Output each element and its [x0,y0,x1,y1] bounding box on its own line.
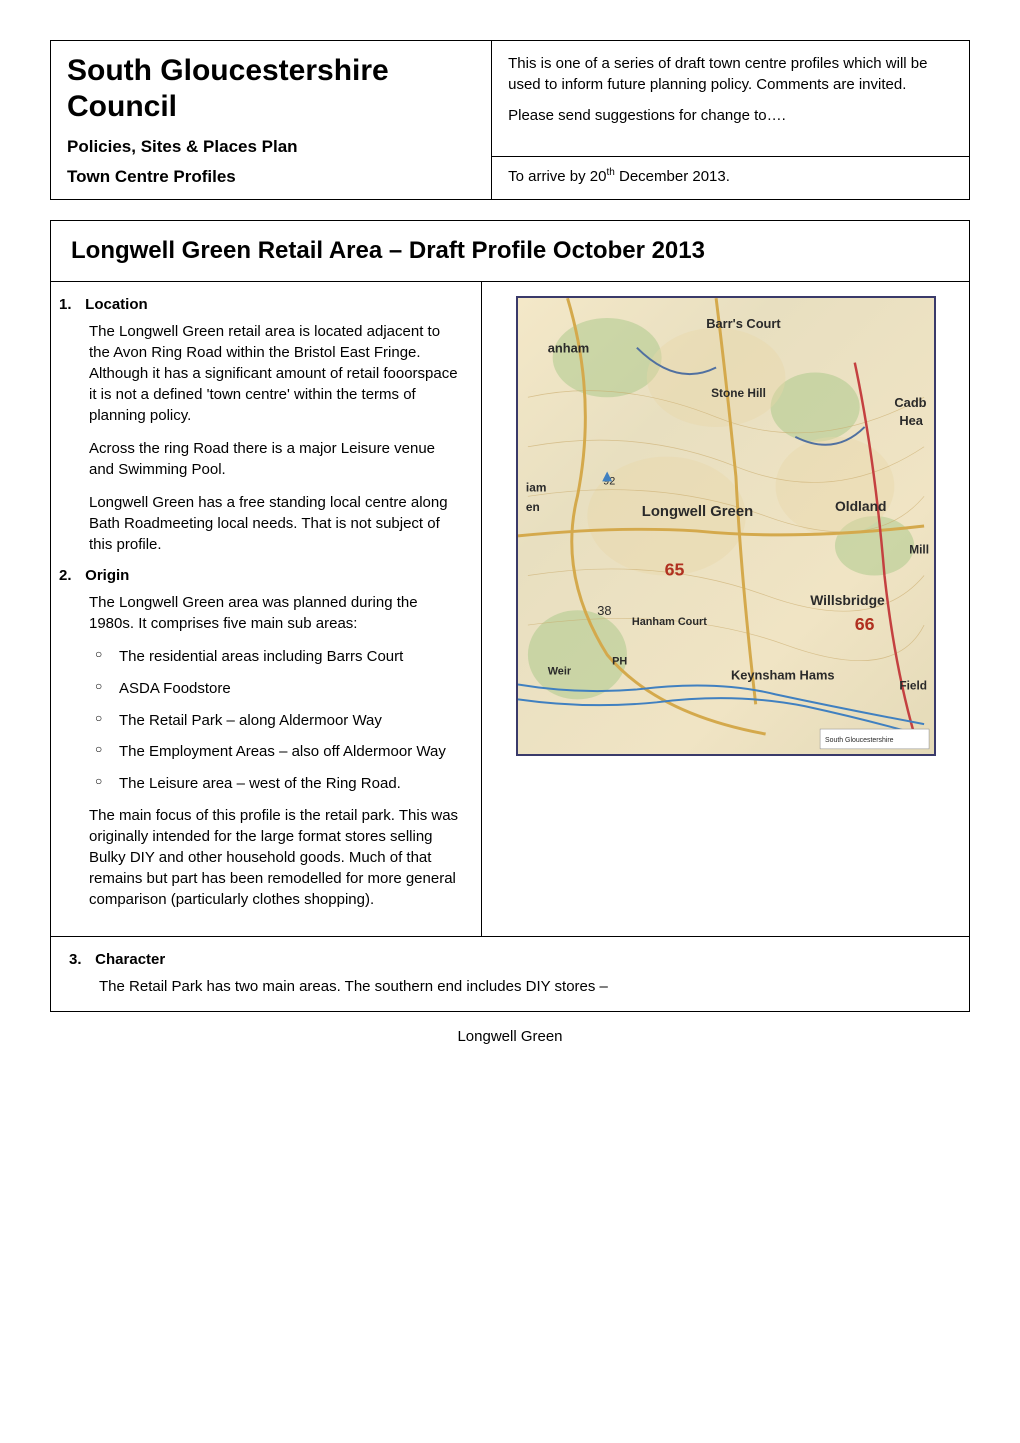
arrival-text: To arrive by 20th December 2013. [508,168,730,185]
content-grid: 1. Location The Longwell Green retail ar… [51,282,969,936]
header-right-cell: This is one of a series of draft town ce… [492,41,970,157]
profile-subtitle: Town Centre Profiles [67,167,475,187]
svg-text:en: en [526,500,540,514]
svg-text:Willsbridge: Willsbridge [810,592,885,608]
main-title: Longwell Green Retail Area – Draft Profi… [51,221,969,282]
main-content: Longwell Green Retail Area – Draft Profi… [50,220,970,1012]
location-map: anham Barr's Court Stone Hill Cadb Hea i… [516,296,936,756]
svg-text:Keynsham Hams: Keynsham Hams [731,668,835,683]
svg-text:Barr's Court: Barr's Court [706,316,781,331]
origin-bullet: ASDA Foodstore [119,678,463,700]
right-column: anham Barr's Court Stone Hill Cadb Hea i… [482,282,969,936]
svg-text:PH: PH [612,656,627,668]
origin-bullet: The residential areas including Barrs Co… [119,646,463,668]
svg-text:South Gloucestershire: South Gloucestershire [825,737,894,744]
header-description-2: Please send suggestions for change to…. [508,105,953,126]
svg-text:65: 65 [664,560,684,580]
map-svg: anham Barr's Court Stone Hill Cadb Hea i… [518,298,934,754]
origin-bullet: The Leisure area – west of the Ring Road… [119,773,463,795]
svg-text:Oldland: Oldland [835,498,887,514]
header-left-cell: South Gloucestershire Council Policies, … [51,41,492,200]
svg-text:Hea: Hea [899,413,923,428]
location-p3: Longwell Green has a free standing local… [89,492,463,555]
svg-text:Stone Hill: Stone Hill [711,386,766,400]
character-heading: 3. Character [69,951,951,968]
origin-bullet: The Retail Park – along Aldermoor Way [119,710,463,732]
svg-text:anham: anham [547,341,588,356]
svg-text:38: 38 [597,603,611,618]
origin-bullet: The Employment Areas – also off Aldermoo… [119,741,463,763]
location-heading: 1. Location [59,296,463,313]
left-column: 1. Location The Longwell Green retail ar… [51,282,482,936]
svg-text:Field: Field [899,678,927,692]
council-title: South Gloucestershire Council [67,53,475,125]
svg-text:Hanham Court: Hanham Court [632,616,707,628]
svg-text:Mill: Mill [909,543,929,557]
character-p1: The Retail Park has two main areas. The … [99,976,951,997]
origin-p1: The Longwell Green area was planned duri… [89,592,463,634]
location-p2: Across the ring Road there is a major Le… [89,438,463,480]
svg-text:Cadb: Cadb [894,395,926,410]
origin-p2: The main focus of this profile is the re… [89,805,463,910]
origin-bullets: The residential areas including Barrs Co… [119,646,463,795]
svg-text:Longwell Green: Longwell Green [642,504,753,520]
svg-text:66: 66 [854,614,874,634]
header-description-1: This is one of a series of draft town ce… [508,53,953,95]
page-footer: Longwell Green [50,1028,970,1045]
arrival-cell: To arrive by 20th December 2013. [492,157,970,200]
plan-subtitle: Policies, Sites & Places Plan [67,137,475,157]
location-p1: The Longwell Green retail area is locate… [89,321,463,426]
header-table: South Gloucestershire Council Policies, … [50,40,970,200]
character-section: 3. Character The Retail Park has two mai… [51,936,969,1011]
svg-text:iam: iam [526,480,546,494]
origin-heading: 2. Origin [59,567,463,584]
svg-text:Weir: Weir [547,666,571,678]
